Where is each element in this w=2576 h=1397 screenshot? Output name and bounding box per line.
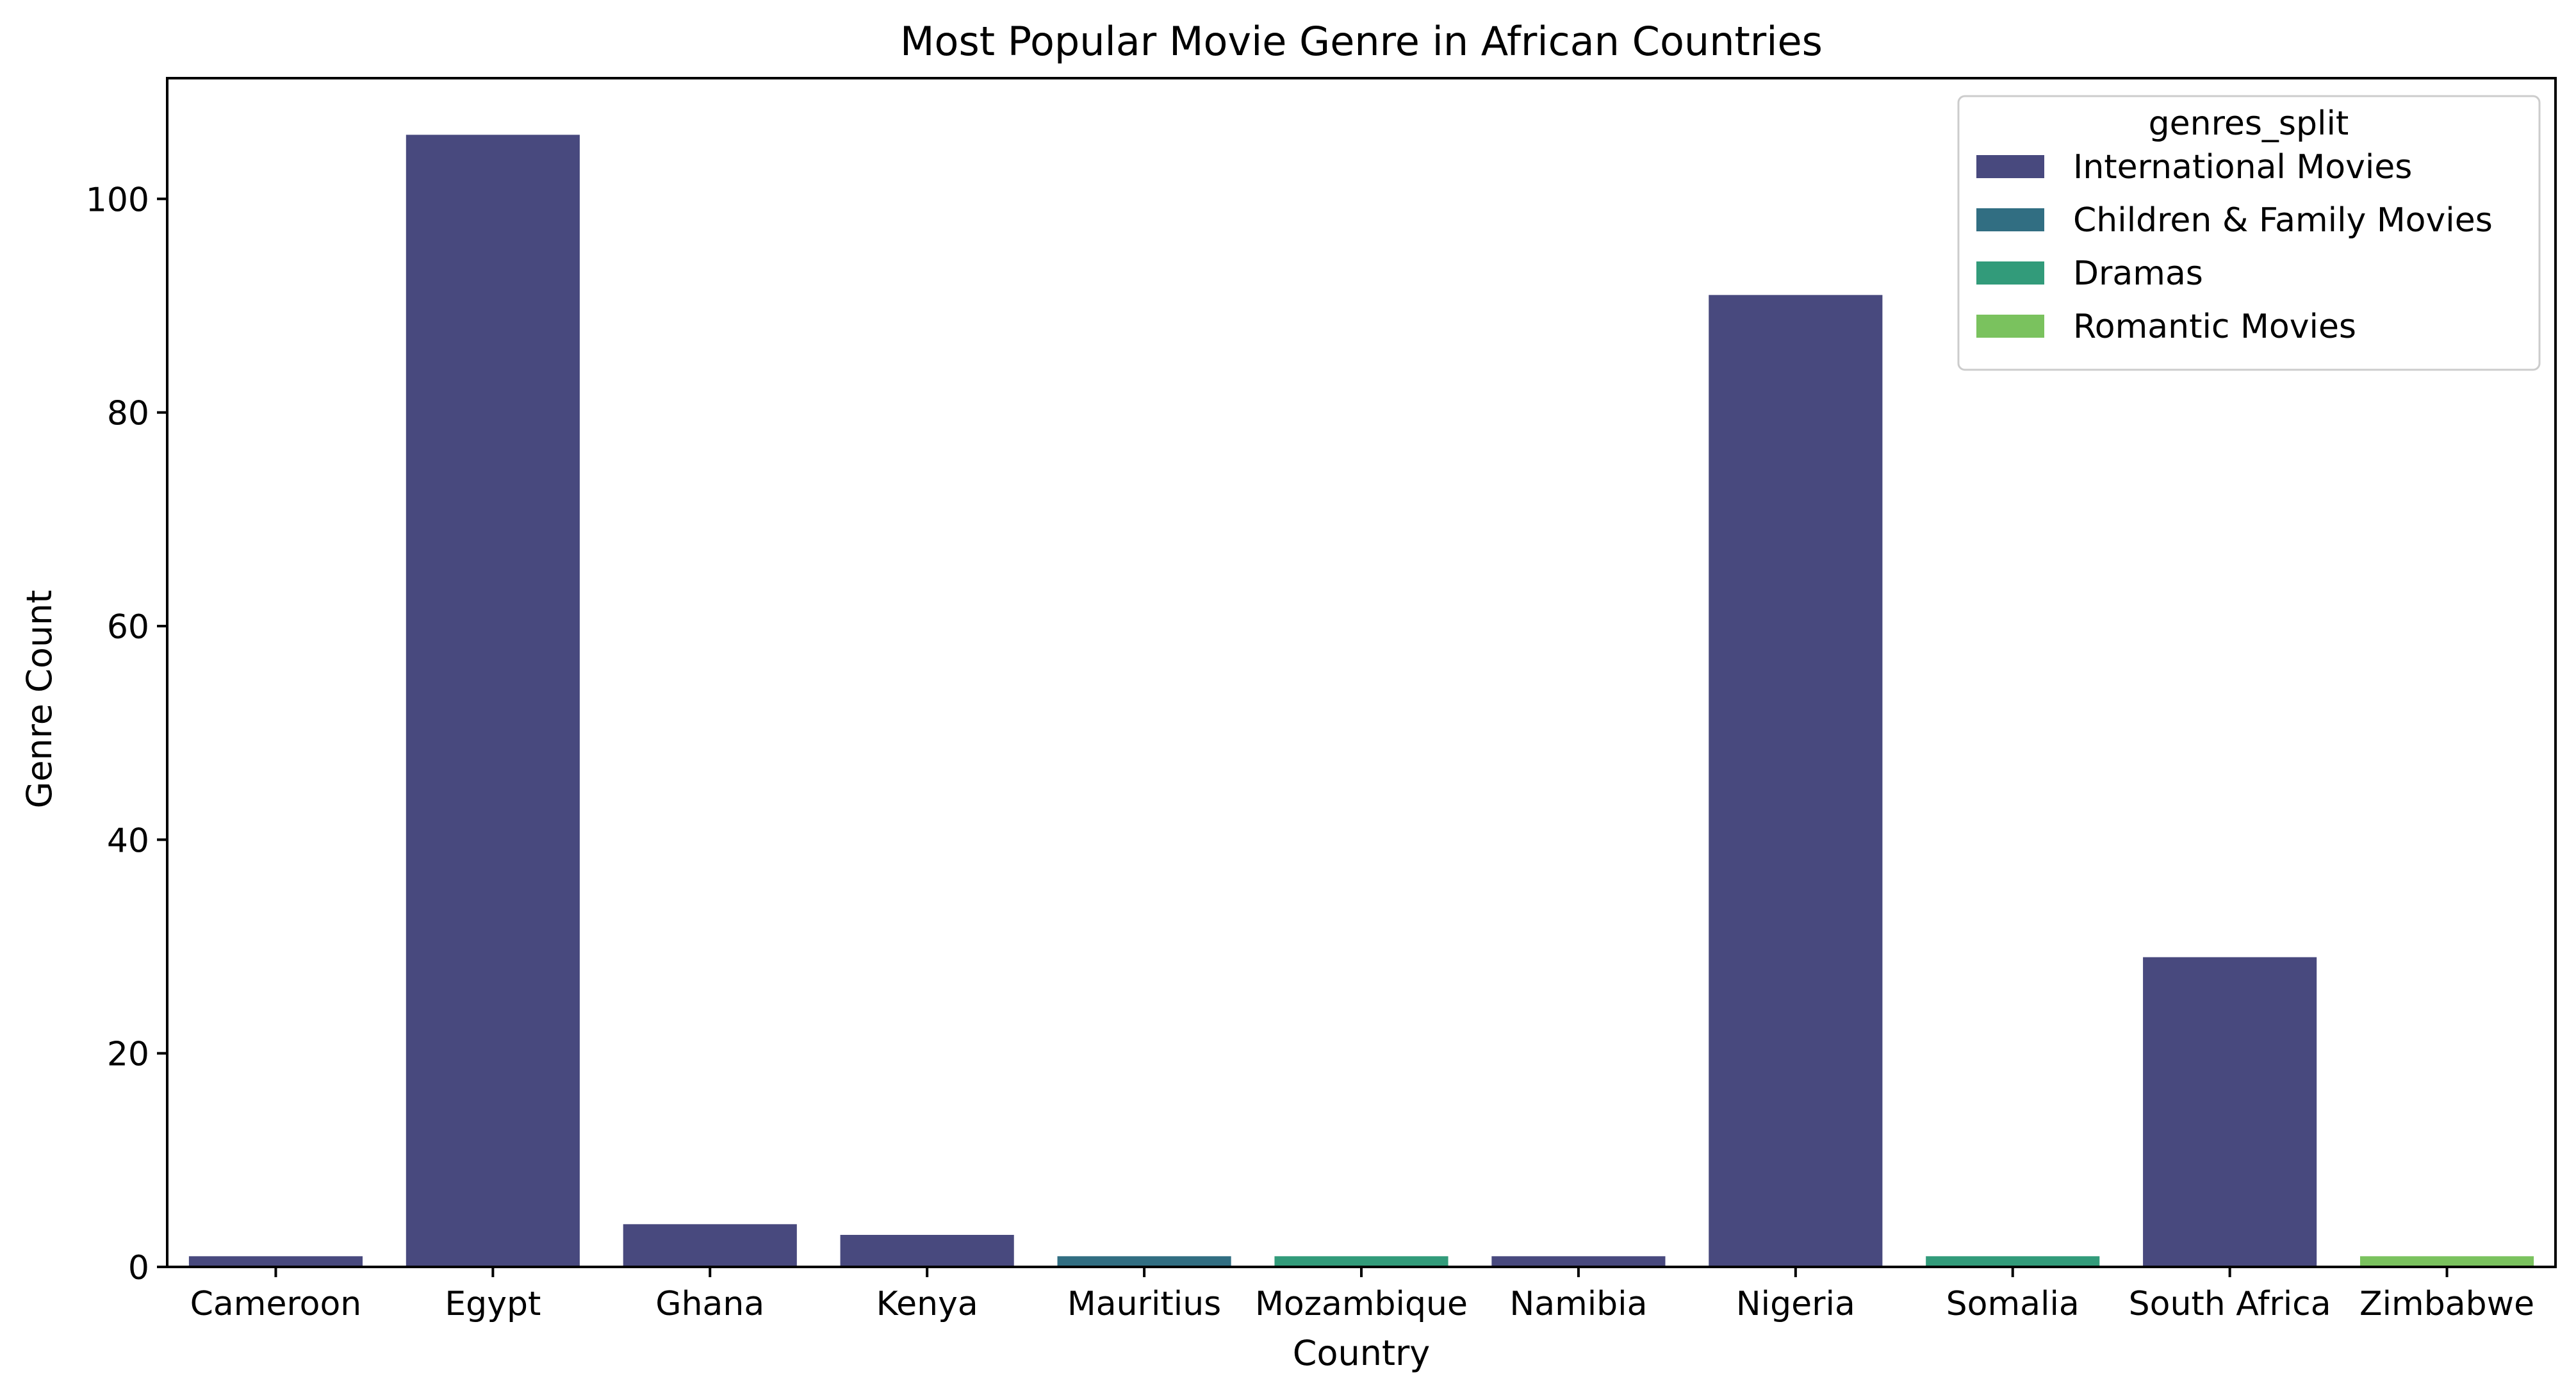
x-tick-label-egypt: Egypt: [445, 1285, 541, 1323]
y-tick-label: 40: [107, 822, 149, 860]
legend-label-children-and-family-movies: Children & Family Movies: [2073, 201, 2493, 240]
y-tick-label: 60: [107, 608, 149, 647]
legend: genres_split International Movies Childre…: [1957, 95, 2541, 371]
bar-ghana: [623, 1224, 797, 1267]
legend-swatch-romantic-movies: [1976, 315, 2044, 338]
x-axis-ticks: Cameroon Egypt Ghana Kenya Mauritius Mozambiq…: [190, 1267, 2534, 1323]
legend-label-international-movies: International Movies: [2073, 148, 2412, 186]
x-tick-label-mauritius: Mauritius: [1067, 1285, 1221, 1323]
legend-items: International Movies Children & Family Mo…: [1976, 148, 2493, 346]
legend-swatch-children-and-family-movies: [1976, 208, 2044, 231]
bars-layer: [188, 135, 2534, 1267]
bar-mozambique: [1274, 1256, 1448, 1267]
bar-zimbabwe: [2359, 1256, 2534, 1267]
x-tick-label-somalia: Somalia: [1946, 1285, 2080, 1323]
bar-nigeria: [1709, 295, 1883, 1267]
x-tick-label-namibia: Namibia: [1509, 1285, 1647, 1323]
legend-title: genres_split: [2149, 104, 2349, 143]
x-tick-label-kenya: Kenya: [876, 1285, 978, 1323]
x-tick-label-ghana: Ghana: [655, 1285, 764, 1323]
y-tick-label: 80: [107, 395, 149, 433]
x-tick-label-cameroon: Cameroon: [190, 1285, 362, 1323]
bar-somalia: [1926, 1256, 2100, 1267]
y-axis-ticks: 0 20 40 60 80 100: [86, 181, 167, 1287]
bar-namibia: [1491, 1256, 1666, 1267]
x-tick-label-south-africa: South Africa: [2129, 1285, 2331, 1323]
y-axis-label: Genre Count: [19, 590, 60, 808]
legend-swatch-international-movies: [1976, 155, 2044, 178]
x-tick-label-mozambique: Mozambique: [1255, 1285, 1468, 1323]
y-tick-label: 20: [107, 1036, 149, 1074]
y-tick-label: 0: [128, 1249, 149, 1287]
plot-frame: [166, 77, 2557, 1268]
legend-label-romantic-movies: Romantic Movies: [2073, 308, 2356, 346]
bar-egypt: [406, 135, 580, 1267]
y-tick-label: 100: [86, 181, 149, 219]
legend-label-dramas: Dramas: [2073, 254, 2203, 293]
chart-title: Most Popular Movie Genre in African Coun…: [900, 18, 1823, 65]
x-tick-label-zimbabwe: Zimbabwe: [2359, 1285, 2534, 1323]
legend-swatch-dramas: [1976, 261, 2044, 285]
x-axis-label: Country: [1293, 1333, 1431, 1373]
legend-box: [1957, 95, 2541, 371]
bar-mauritius: [1057, 1256, 1231, 1267]
bar-south-africa: [2143, 957, 2317, 1267]
bar-kenya: [840, 1235, 1014, 1267]
bar-cameroon: [188, 1256, 363, 1267]
x-tick-label-nigeria: Nigeria: [1736, 1285, 1855, 1323]
